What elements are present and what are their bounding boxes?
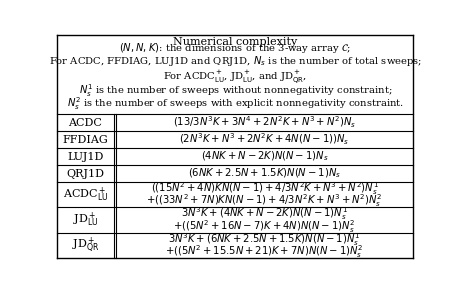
Text: QRJ1D: QRJ1D xyxy=(67,168,105,179)
Text: $(6NK+2.5N+1.5K)N(N-1)N_s$: $(6NK+2.5N+1.5K)N(N-1)N_s$ xyxy=(188,167,341,180)
Text: JD$^+_{\mathrm{QR}}$: JD$^+_{\mathrm{QR}}$ xyxy=(72,236,99,255)
Text: $((15N^2+4N)KN(N-1)+4/3N^2K+N^3+N^2)N^1_s$: $((15N^2+4N)KN(N-1)+4/3N^2K+N^3+N^2)N^1_… xyxy=(151,180,379,197)
Text: $+((5N^2+15.5N+21)K+7N)N(N-1)N^2_s$: $+((5N^2+15.5N+21)K+7N)N(N-1)N^2_s$ xyxy=(165,243,364,260)
Text: Numerical complexity: Numerical complexity xyxy=(173,37,297,48)
Text: JD$^+_{\mathrm{LU}}$: JD$^+_{\mathrm{LU}}$ xyxy=(73,211,98,229)
Text: $+((33N^2+7N)KN(N-1)+4/3N^2K+N^3+N^2)N^2_s$: $+((33N^2+7N)KN(N-1)+4/3N^2K+N^3+N^2)N^2… xyxy=(146,192,383,209)
Text: $3N^3K+(6NK+2.5N+1.5K)N(N-1)N^1_s$: $3N^3K+(6NK+2.5N+1.5K)N(N-1)N^1_s$ xyxy=(168,231,361,248)
Text: LUJ1D: LUJ1D xyxy=(67,152,104,162)
Text: $(2N^3K+N^3+2N^2K+4N(N-1))N_s$: $(2N^3K+N^3+2N^2K+4N(N-1))N_s$ xyxy=(179,132,350,147)
Text: ACDC: ACDC xyxy=(68,118,102,128)
Text: For ACDC, FFDIAG, LUJ1D and QRJ1D, $N_s$ is the number of total sweeps;: For ACDC, FFDIAG, LUJ1D and QRJ1D, $N_s$… xyxy=(49,55,422,68)
Text: $N^2_s$ is the number of sweeps with explicit nonnegativity constraint.: $N^2_s$ is the number of sweeps with exp… xyxy=(67,95,404,112)
Text: $(13/3N^3K+3N^4+2N^2K+N^3+N^2)N_s$: $(13/3N^3K+3N^4+2N^2K+N^3+N^2)N_s$ xyxy=(173,115,356,130)
Text: For ACDC$^+_{\mathrm{LU}}$, JD$^+_{\mathrm{LU}}$, and JD$^+_{\mathrm{QR}}$,: For ACDC$^+_{\mathrm{LU}}$, JD$^+_{\math… xyxy=(163,68,307,86)
Text: $(4NK+N-2K)N(N-1)N_s$: $(4NK+N-2K)N(N-1)N_s$ xyxy=(201,150,328,163)
Text: $3N^3K+(4NK+N-2K)N(N-1)N^1_s$: $3N^3K+(4NK+N-2K)N(N-1)N^1_s$ xyxy=(181,206,348,222)
Text: FFDIAG: FFDIAG xyxy=(62,135,108,145)
Text: $(N, N, K)$: the dimensions of the 3-way array $\mathcal{C}$;: $(N, N, K)$: the dimensions of the 3-way… xyxy=(119,41,351,55)
Text: ACDC$^+_{\mathrm{LU}}$: ACDC$^+_{\mathrm{LU}}$ xyxy=(63,186,108,204)
Text: $+((5N^2+16N-7)K+4N)N(N-1)N^2_s$: $+((5N^2+16N-7)K+4N)N(N-1)N^2_s$ xyxy=(174,218,356,235)
Text: $N^1_s$ is the number of sweeps without nonnegativity constraint;: $N^1_s$ is the number of sweeps without … xyxy=(78,82,392,99)
